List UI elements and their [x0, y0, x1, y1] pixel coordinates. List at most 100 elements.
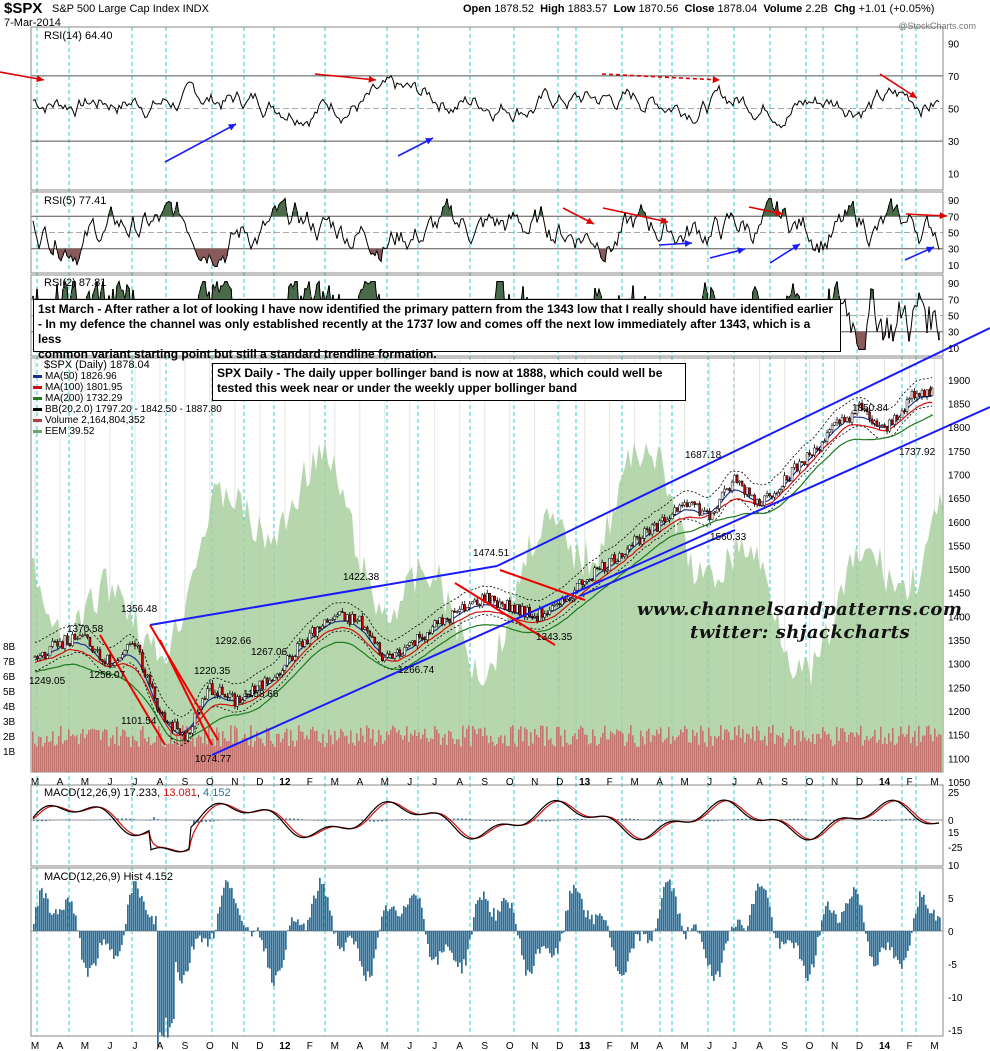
rsi5-oversold-fill: [50, 248, 52, 253]
hist-bar: [339, 931, 341, 950]
volume-bar: [856, 732, 858, 772]
price-candle: [758, 499, 761, 506]
hist-bar: [511, 902, 513, 931]
price-candle: [745, 487, 749, 495]
price-tick: 1850: [948, 399, 971, 410]
hist-bar: [597, 915, 599, 931]
price-candle: [428, 632, 432, 634]
price-candle: [638, 537, 641, 545]
hist-bar: [37, 906, 39, 931]
legend-text: BB(20,2.0) 1797.20 - 1842.50 - 1887.80: [45, 404, 222, 415]
volume-bar: [410, 733, 412, 772]
price-candle: [875, 420, 879, 427]
price-candle: [213, 692, 217, 695]
price-candle: [898, 417, 901, 421]
volume-bar: [734, 726, 736, 772]
rsi2-overbought-fill: [362, 288, 364, 300]
hist-bar: [413, 893, 415, 931]
hist-bar: [605, 920, 607, 931]
hist-bar: [409, 898, 411, 931]
hist-bar: [279, 931, 281, 971]
volume-tick: 2B: [3, 732, 16, 743]
volume-bar: [138, 746, 140, 772]
hist-bar: [389, 909, 391, 931]
hist-bar: [899, 931, 901, 964]
rsi5-overbought-fill: [110, 206, 112, 217]
price-candle: [353, 614, 357, 622]
hist-bar: [833, 910, 835, 931]
price-candle: [368, 630, 372, 637]
volume-bar: [490, 735, 492, 772]
hist-bar: [149, 917, 151, 931]
hist-bar: [781, 931, 783, 942]
month-label-bottom: A: [157, 1041, 164, 1051]
hist-bar: [639, 931, 641, 942]
hist-bar: [343, 931, 345, 952]
hist-bar: [169, 931, 171, 1028]
price-candle: [256, 685, 259, 693]
price-candle: [438, 617, 442, 624]
volume-bar: [360, 727, 362, 772]
price-candle: [725, 488, 729, 490]
volume-bar: [322, 733, 324, 772]
volume-bar: [924, 735, 926, 772]
hist-bar: [663, 886, 665, 931]
volume-bar: [552, 744, 554, 772]
volume-bar: [914, 731, 916, 772]
volume-bar: [366, 725, 368, 772]
volume-bar: [348, 743, 350, 772]
month-label-bottom: O: [806, 1041, 814, 1051]
price-candle: [443, 618, 447, 625]
volume-bar: [666, 737, 668, 772]
volume-bar: [34, 743, 36, 772]
watermark-twitter: twitter: shjackcharts: [690, 622, 911, 643]
rsi5-overbought-fill: [178, 213, 180, 217]
volume-bar: [718, 735, 720, 772]
price-candle: [543, 613, 546, 618]
volume-bar: [684, 725, 686, 772]
symbol-title: $SPX: [4, 0, 43, 17]
rsi5-oversold-fill: [224, 248, 226, 263]
macd-mini-hist: [409, 819, 411, 820]
price-candle: [883, 424, 886, 428]
price-candle: [216, 692, 219, 697]
hist-bar: [927, 908, 929, 931]
volume-bar: [372, 729, 374, 772]
volume-bar: [580, 725, 582, 772]
hist-bar: [417, 898, 419, 931]
hist-bar: [697, 931, 699, 933]
volume-bar: [732, 739, 734, 772]
hist-bar: [775, 931, 777, 939]
hist-tick: -15: [948, 1026, 963, 1037]
price-candle: [473, 599, 477, 603]
rsi2-overbought-fill: [308, 281, 310, 300]
hist-bar: [131, 893, 133, 931]
price-candle: [595, 567, 599, 569]
macd-mini-hist: [157, 819, 159, 820]
month-label-bottom: J: [407, 1041, 412, 1051]
month-label: O: [806, 777, 814, 788]
macd-mini-hist: [573, 818, 575, 820]
volume-bar: [484, 727, 486, 772]
macd-mini-hist: [617, 819, 619, 820]
rsi5-overbought-fill: [886, 212, 888, 217]
volume-bar: [654, 735, 656, 772]
price-candle: [873, 420, 876, 424]
month-label-bottom: M: [81, 1041, 89, 1051]
volume-bar: [472, 725, 474, 772]
month-label-bottom: A: [356, 1041, 363, 1051]
hist-bar: [901, 931, 903, 970]
rsi2-overbought-fill: [834, 286, 836, 300]
price-tick: 1100: [948, 754, 970, 765]
hist-bar: [47, 898, 49, 931]
rsi2-overbought-fill: [96, 281, 98, 300]
volume-bar: [74, 736, 76, 772]
rsi5-oversold-fill: [196, 248, 198, 256]
price-candle: [823, 441, 826, 443]
volume-bar: [510, 726, 512, 772]
price-candle: [785, 475, 789, 481]
hist-bar: [245, 927, 247, 931]
hist-bar: [189, 931, 191, 963]
price-annotation: 1422.38: [343, 572, 380, 583]
price-candle: [363, 627, 367, 630]
